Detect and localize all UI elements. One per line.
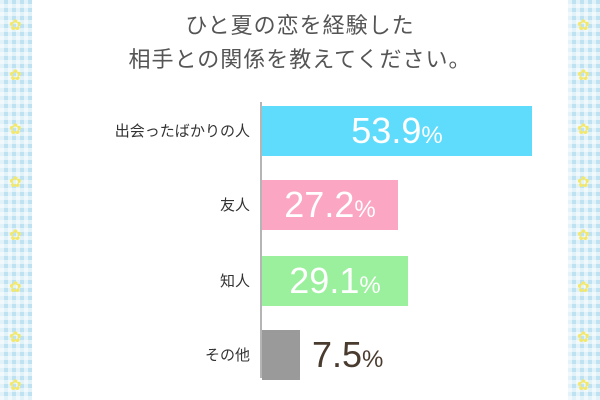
title-line-2: 相手との関係を教えてください。 [128,48,472,73]
category-label: その他 [204,346,250,364]
flower-icon: ✿ [9,173,22,191]
bar [262,330,300,380]
left-border-pattern: ✿ ✿ ✿ ✿ ✿ ✿ ✿ ✿ [0,0,32,400]
data-label: 7.5% [312,334,384,375]
bar [262,106,532,156]
data-label: 53.9% [351,110,443,151]
flower-icon: ✿ [577,226,590,244]
flower-icon: ✿ [9,278,22,296]
flower-icon: ✿ [577,328,590,346]
category-label: 友人 [219,196,250,214]
flower-icon: ✿ [9,66,22,84]
right-border-pattern: ✿ ✿ ✿ ✿ ✿ ✿ ✿ ✿ [568,0,600,400]
category-label: 出会ったばかりの人 [114,122,250,140]
data-label: 29.1% [289,260,381,301]
flower-icon: ✿ [577,278,590,296]
flower-icon: ✿ [9,328,22,346]
chart-title: ひと夏の恋を経験した 相手との関係を教えてください。 [40,10,560,78]
category-axis-line [260,102,262,378]
data-label: 27.2% [284,184,376,225]
category-label: 知人 [219,272,250,290]
flower-icon: ✿ [9,376,22,394]
title-line-1: ひと夏の恋を経験した [185,14,415,39]
flower-icon: ✿ [9,120,22,138]
flower-icon: ✿ [577,173,590,191]
bar [262,256,408,306]
flower-icon: ✿ [9,16,22,34]
flower-icon: ✿ [9,226,22,244]
flower-icon: ✿ [577,16,590,34]
flower-icon: ✿ [577,376,590,394]
bar [262,180,398,230]
flower-icon: ✿ [577,120,590,138]
flower-icon: ✿ [577,66,590,84]
